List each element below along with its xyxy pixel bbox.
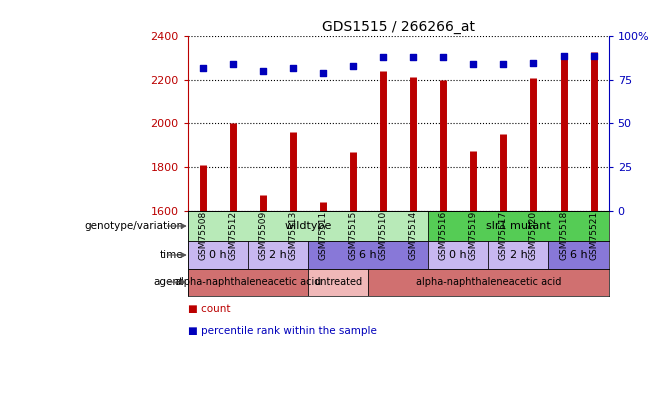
Bar	[488, 241, 549, 269]
Text: GSM75508: GSM75508	[198, 211, 207, 260]
Bar	[247, 241, 308, 269]
Text: GSM75515: GSM75515	[349, 211, 357, 260]
Text: GSM75510: GSM75510	[378, 211, 388, 260]
Text: GSM75513: GSM75513	[288, 211, 297, 260]
Text: GSM75509: GSM75509	[258, 211, 267, 260]
Text: GSM75519: GSM75519	[468, 211, 478, 260]
Bar	[308, 269, 368, 296]
Point	[498, 61, 509, 68]
Text: ■ percentile rank within the sample: ■ percentile rank within the sample	[188, 326, 376, 336]
Text: GSM75521: GSM75521	[589, 211, 598, 260]
Bar	[188, 211, 428, 241]
Text: GSM75518: GSM75518	[559, 211, 568, 260]
Point	[347, 63, 358, 69]
Text: time: time	[160, 250, 184, 260]
Text: 2 h: 2 h	[269, 250, 287, 260]
Text: genotype/variation: genotype/variation	[84, 221, 184, 231]
Point	[197, 64, 208, 71]
Bar	[428, 241, 488, 269]
Text: GSM75516: GSM75516	[439, 211, 447, 260]
Text: agent: agent	[153, 277, 184, 287]
Text: GSM75511: GSM75511	[318, 211, 328, 260]
Bar	[188, 241, 247, 269]
Bar	[188, 269, 308, 296]
Text: 0 h: 0 h	[449, 250, 467, 260]
Point	[318, 70, 328, 76]
Text: GSM75514: GSM75514	[409, 211, 418, 260]
Point	[468, 61, 478, 68]
Point	[528, 59, 539, 66]
Bar	[308, 241, 428, 269]
Bar	[549, 241, 609, 269]
Title: GDS1515 / 266266_at: GDS1515 / 266266_at	[322, 20, 474, 34]
Point	[438, 54, 449, 61]
Point	[288, 64, 298, 71]
Text: alpha-naphthaleneacetic acid: alpha-naphthaleneacetic acid	[175, 277, 320, 287]
Text: 2 h: 2 h	[509, 250, 527, 260]
Bar	[428, 211, 609, 241]
Text: untreated: untreated	[314, 277, 362, 287]
Text: 6 h: 6 h	[359, 250, 377, 260]
Point	[257, 68, 268, 75]
Text: GSM75512: GSM75512	[228, 211, 237, 260]
Point	[378, 54, 388, 61]
Text: GSM75517: GSM75517	[499, 211, 508, 260]
Point	[558, 52, 569, 59]
Text: slr1 mutant: slr1 mutant	[486, 221, 551, 231]
Bar	[368, 269, 609, 296]
Point	[588, 52, 599, 59]
Text: alpha-naphthaleneacetic acid: alpha-naphthaleneacetic acid	[416, 277, 561, 287]
Text: wildtype: wildtype	[284, 221, 332, 231]
Text: ■ count: ■ count	[188, 304, 230, 314]
Text: 0 h: 0 h	[209, 250, 226, 260]
Text: 6 h: 6 h	[570, 250, 588, 260]
Point	[408, 54, 418, 61]
Text: GSM75520: GSM75520	[529, 211, 538, 260]
Point	[228, 61, 238, 68]
